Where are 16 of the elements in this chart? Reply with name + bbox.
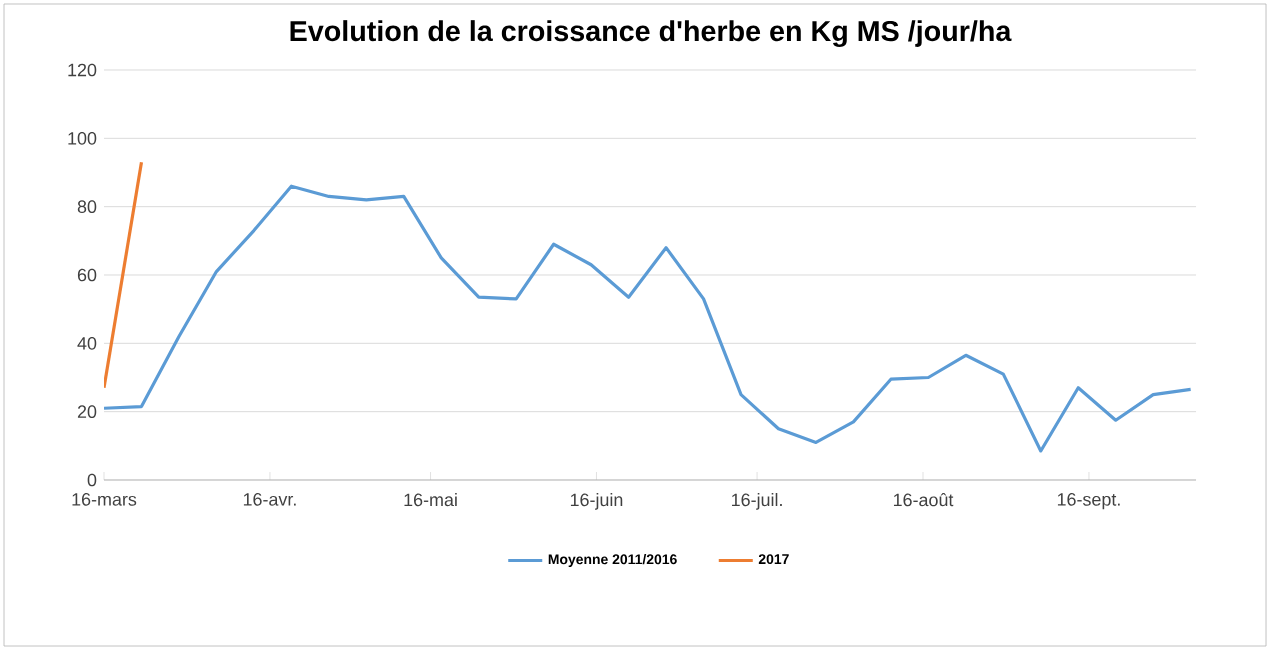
- x-tick-label: 16-août: [893, 493, 954, 507]
- line-series: [104, 184, 1193, 453]
- y-tick-label: 40: [77, 336, 97, 350]
- x-tick-label: 16-avr.: [243, 493, 296, 506]
- x-tick-label: 16-juin: [570, 493, 623, 510]
- chart-title: Evolution de la croissance d'herbe en Kg MS /jour/ha: [290, 20, 1012, 48]
- x-tick-label: 16-mars: [72, 493, 137, 506]
- y-tick-label: 80: [77, 200, 97, 214]
- x-tick-label: 16-juil.: [732, 493, 782, 510]
- y-tick-label: 120: [68, 63, 97, 77]
- y-tick-label: 100: [68, 131, 97, 145]
- y-tick-label: 20: [77, 405, 97, 419]
- x-tick-label: 16-mai: [404, 493, 457, 507]
- y-tick-label: 0: [87, 473, 97, 487]
- y-tick-label: 60: [77, 268, 97, 282]
- x-tick-label: 16-sept.: [1057, 493, 1120, 510]
